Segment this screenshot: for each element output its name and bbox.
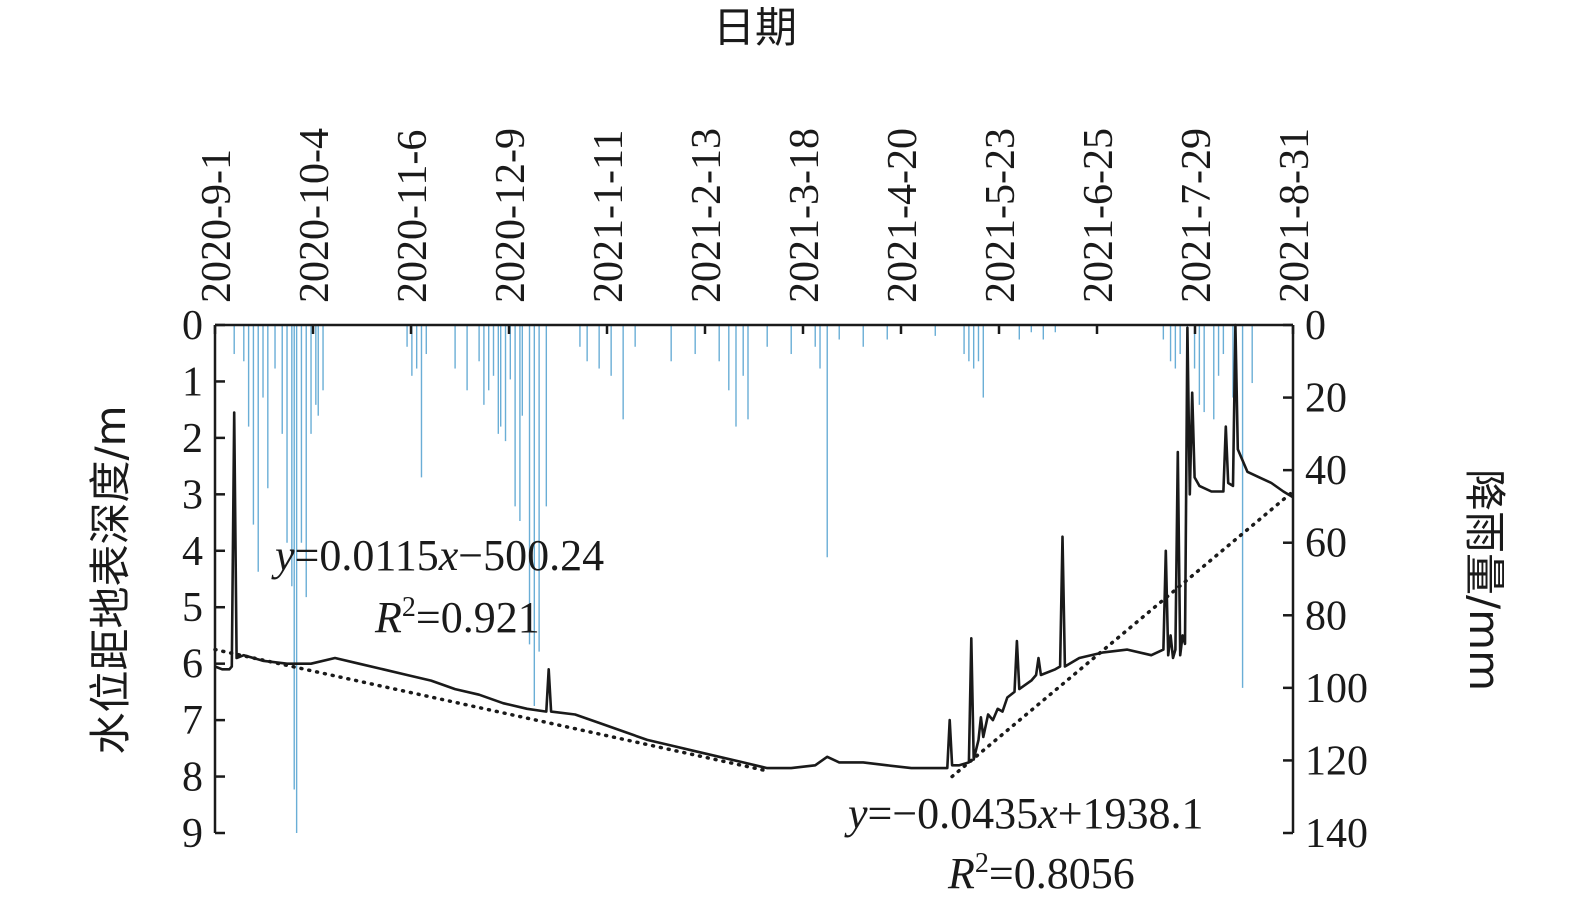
x-tick-label: 2020-9-1 [194,149,240,303]
y-right-tick-label: 0 [1305,303,1326,349]
trend-line-1 [213,647,769,773]
y-left-tick-label: 2 [182,416,203,462]
x-axis-title: 日期 [713,3,797,52]
y-right-tick-label: 60 [1305,521,1347,567]
y-right-tick-label: 100 [1305,666,1368,712]
x-tick-label: 2021-2-13 [684,128,730,303]
x-tick-label: 2021-4-20 [880,128,926,303]
x-tick-label: 2021-8-31 [1272,128,1318,303]
y-right-axis-title: 降雨量/mm [1460,469,1509,691]
y-left-axis-title: 水位距地表深度/m [86,405,135,754]
x-tick-label: 2021-3-18 [782,128,828,303]
x-tick-label: 2021-5-23 [978,128,1024,303]
y-left-tick-label: 3 [182,472,203,518]
rainfall-bars [233,325,1253,833]
y-left-tick-label: 7 [182,698,203,744]
axes: 2020-9-1 2020-10-4 2020-11-6 2020-12-9 2021-… [182,128,1368,857]
water-level-line [214,323,1294,770]
x-tick-label: 2021-7-29 [1174,128,1220,303]
x-tick-label: 2020-11-6 [390,130,436,303]
y-left-tick-label: 4 [182,529,203,575]
y-right-tick-label: 80 [1305,593,1347,639]
y-left-tick-label: 1 [182,359,203,405]
trend-r-squared-1: R2=0.921 [374,592,540,642]
y-right-tick-label: 20 [1305,376,1347,422]
x-tick-label: 2020-10-4 [292,128,338,303]
y-right-tick-label: 140 [1305,811,1368,857]
x-tick-label: 2020-12-9 [488,128,534,303]
y-left-tick-label: 5 [182,585,203,631]
y-left-tick-label: 8 [182,755,203,801]
y-left-tick-label: 6 [182,642,203,688]
y-left-tick-label: 9 [182,811,203,857]
trend-line-2 [950,489,1295,779]
x-tick-label: 2021-1-11 [586,130,632,303]
trend-equation-2: y=−0.0435x+1938.1 [844,789,1204,838]
trend-equation-1: y=0.0115x−500.24 [271,531,604,580]
x-tick-label: 2021-6-25 [1076,128,1122,303]
y-right-tick-label: 40 [1305,448,1347,494]
trend-lines [213,489,1295,779]
y-right-tick-label: 120 [1305,738,1368,784]
trend-r-squared-2: R2=0.8056 [947,848,1135,898]
water-level-polyline [214,323,1294,770]
y-left-tick-label: 0 [182,303,203,349]
